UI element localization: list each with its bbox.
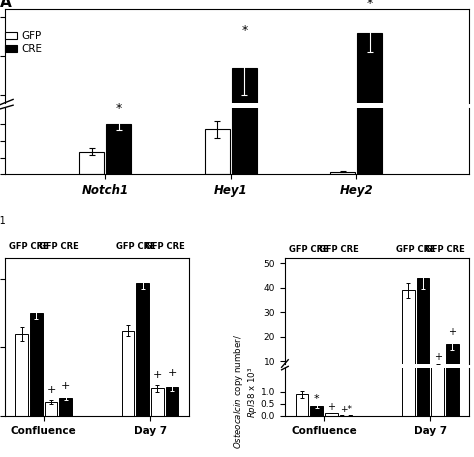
Bar [446, 10, 459, 416]
Text: +: + [61, 381, 71, 391]
Bar [402, 290, 415, 386]
Text: *: * [314, 394, 319, 404]
Text: GFP CRE: GFP CRE [145, 242, 185, 251]
Bar [205, 202, 229, 212]
Text: +: + [448, 327, 456, 337]
Bar [59, 398, 72, 416]
Bar [122, 331, 135, 416]
Text: +: + [46, 385, 56, 395]
Bar [106, 200, 131, 212]
Bar [446, 344, 459, 386]
Bar [295, 394, 308, 416]
Text: +: + [434, 352, 442, 362]
Bar [79, 207, 104, 212]
Text: *: * [241, 24, 247, 37]
Text: GFP CRE: GFP CRE [425, 245, 465, 254]
Bar [232, 68, 257, 212]
Bar [166, 387, 179, 416]
Bar [30, 313, 43, 416]
Bar [417, 0, 429, 416]
Bar [330, 172, 355, 175]
Text: +*: +* [340, 405, 352, 414]
Text: GFP CRE: GFP CRE [396, 245, 436, 254]
Bar [295, 383, 308, 386]
Text: GFP CRE: GFP CRE [116, 242, 155, 251]
Text: *: * [116, 102, 122, 115]
Bar [151, 388, 164, 416]
Bar [310, 406, 323, 416]
Text: +: + [153, 370, 162, 380]
Y-axis label: $\it{Osteocalcin}$ copy number/
$\it{Rpl38}$ x 10³: $\it{Osteocalcin}$ copy number/ $\it{Rpl… [232, 335, 259, 449]
Bar [402, 0, 415, 416]
Legend: GFP, NFATc1: GFP, NFATc1 [0, 203, 5, 226]
Text: *: * [367, 0, 373, 10]
Text: A: A [0, 0, 12, 10]
Bar [431, 367, 444, 386]
Text: GFP CRE: GFP CRE [38, 242, 78, 251]
Bar [79, 152, 104, 175]
Bar [106, 124, 131, 175]
Text: GFP CRE: GFP CRE [289, 245, 329, 254]
Legend: GFP, CRE: GFP, CRE [5, 31, 42, 54]
Bar [45, 402, 57, 416]
Text: +: + [327, 402, 335, 412]
Bar [15, 334, 28, 416]
Bar [205, 129, 229, 175]
Bar [325, 413, 337, 416]
Bar [357, 32, 382, 212]
Bar [137, 283, 149, 416]
Bar [431, 237, 444, 416]
Text: GFP CRE: GFP CRE [9, 242, 49, 251]
Text: +: + [167, 368, 177, 378]
Bar [310, 384, 323, 386]
Bar [232, 0, 257, 175]
Bar [417, 278, 429, 386]
Bar [339, 415, 352, 416]
Text: GFP CRE: GFP CRE [319, 245, 358, 254]
Bar [357, 0, 382, 175]
